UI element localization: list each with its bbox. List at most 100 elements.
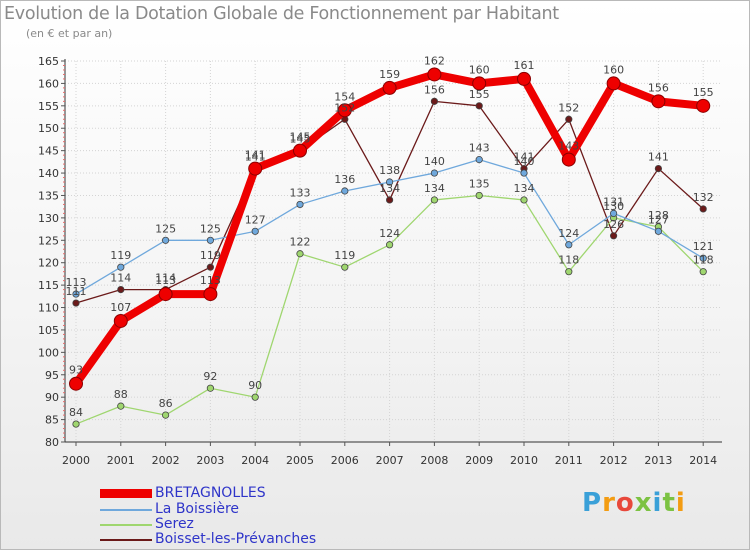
data-point-la-boissiere (654, 227, 663, 235)
data-label-la-boissiere: 127 (648, 213, 669, 226)
data-label-bretagnolles: 162 (424, 54, 445, 67)
x-tick-label: 2010 (510, 454, 538, 467)
y-tick-label: 125 (38, 234, 59, 247)
data-label-boisset-les-prevanches: 119 (200, 249, 221, 262)
data-label-boisset-les-prevanches: 145 (290, 133, 311, 146)
data-label-boisset-les-prevanches: 152 (558, 101, 579, 114)
data-point-la-boissiere (162, 236, 170, 244)
data-label-serez: 124 (379, 227, 400, 240)
data-label-la-boissiere: 143 (469, 142, 490, 155)
logo-letter: i (675, 488, 686, 518)
data-point-bretagnolles (651, 94, 666, 109)
x-tick-label: 2001 (107, 454, 135, 467)
logo-letter: t (662, 488, 676, 518)
data-point-bretagnolles (293, 143, 307, 158)
logo-letter: P (582, 488, 603, 518)
x-tick-label: 2014 (689, 454, 717, 467)
data-label-boisset-les-prevanches: 141 (648, 151, 669, 164)
data-label-bretagnolles: 145 (290, 131, 311, 144)
y-tick-label: 160 (38, 77, 59, 90)
data-label-bretagnolles: 93 (69, 364, 83, 377)
data-label-boisset-les-prevanches: 134 (379, 182, 400, 195)
y-tick-label: 100 (38, 346, 59, 359)
data-label-serez: 134 (514, 182, 535, 195)
data-point-serez (565, 268, 573, 276)
y-tick-label: 105 (38, 324, 59, 337)
data-label-boisset-les-prevanches: 152 (334, 101, 355, 114)
legend-label: La Boissière (155, 501, 240, 517)
data-point-la-boissiere (72, 290, 80, 298)
data-point-la-boissiere (251, 227, 259, 235)
data-label-la-boissiere: 125 (200, 222, 221, 235)
legend-swatch (100, 539, 152, 541)
y-tick-label: 130 (38, 212, 59, 225)
grid-lines (65, 60, 722, 443)
data-point-la-boissiere (565, 241, 573, 249)
data-label-bretagnolles: 141 (245, 149, 266, 162)
data-point-boisset-les-prevanches (206, 263, 214, 271)
x-tick-label: 2013 (644, 454, 672, 467)
data-label-la-boissiere: 119 (110, 249, 131, 262)
data-point-serez (385, 241, 394, 249)
data-point-bretagnolles (517, 71, 531, 86)
x-tick-label: 2004 (241, 454, 269, 467)
data-point-bretagnolles (606, 76, 621, 91)
proxiti-logo: Proxiti (582, 488, 686, 518)
data-point-la-boissiere (699, 254, 707, 262)
data-point-serez (699, 268, 707, 276)
data-label-la-boissiere: 136 (334, 173, 355, 186)
y-tick-label: 80 (45, 436, 59, 449)
y-tick-label: 115 (38, 279, 59, 292)
data-point-bretagnolles (113, 313, 128, 328)
data-point-serez (520, 196, 528, 204)
data-label-serez: 119 (334, 249, 355, 262)
data-point-bretagnolles (382, 80, 397, 95)
y-tick-label: 95 (45, 369, 59, 382)
data-point-serez (117, 402, 125, 410)
data-point-la-boissiere (296, 200, 304, 209)
x-tick-label: 2002 (152, 454, 180, 467)
data-label-boisset-les-prevanches: 132 (693, 191, 714, 204)
data-point-la-boissiere (520, 169, 528, 177)
data-label-serez: 88 (114, 388, 128, 401)
chart-subtitle: (en € et par an) (26, 27, 113, 40)
data-point-boisset-les-prevanches (385, 196, 394, 204)
data-point-boisset-les-prevanches (565, 115, 573, 123)
data-label-la-boissiere: 140 (514, 155, 535, 168)
logo-letter: i (652, 488, 663, 518)
legend-label: BRETAGNOLLES (155, 485, 266, 501)
logo-letter: o (615, 488, 635, 518)
y-tick-label: 165 (38, 55, 59, 68)
data-point-boisset-les-prevanches (430, 97, 438, 105)
data-label-bretagnolles: 156 (648, 81, 669, 94)
data-label-bretagnolles: 155 (693, 86, 714, 99)
data-label-la-boissiere: 124 (558, 227, 579, 240)
data-point-serez (206, 384, 214, 392)
data-point-boisset-les-prevanches (609, 232, 618, 240)
data-point-bretagnolles (696, 98, 711, 113)
data-label-bretagnolles: 113 (200, 274, 221, 287)
data-label-bretagnolles: 161 (514, 59, 535, 72)
data-label-serez: 118 (693, 254, 714, 267)
data-point-boisset-les-prevanches (117, 285, 125, 294)
data-label-boisset-les-prevanches: 141 (245, 151, 266, 164)
logo-letter: x (634, 488, 653, 518)
data-label-la-boissiere: 113 (66, 276, 87, 289)
data-point-boisset-les-prevanches (699, 205, 707, 213)
x-tick-label: 2012 (600, 454, 628, 467)
data-label-serez: 134 (424, 182, 445, 195)
data-label-la-boissiere: 140 (424, 155, 445, 168)
data-label-serez: 90 (248, 379, 262, 392)
data-point-serez (475, 191, 483, 200)
axes (63, 59, 722, 443)
data-point-boisset-les-prevanches (475, 102, 483, 110)
data-point-la-boissiere (206, 236, 214, 244)
data-point-bretagnolles (427, 67, 442, 82)
data-point-serez (72, 420, 80, 428)
legend-label: Boisset-les-Prévanches (155, 531, 317, 547)
data-point-bretagnolles (158, 287, 173, 302)
x-tick-label: 2011 (555, 454, 583, 467)
data-label-serez: 118 (558, 254, 579, 267)
y-tick-label: 90 (45, 391, 59, 404)
data-point-bretagnolles (248, 161, 263, 176)
